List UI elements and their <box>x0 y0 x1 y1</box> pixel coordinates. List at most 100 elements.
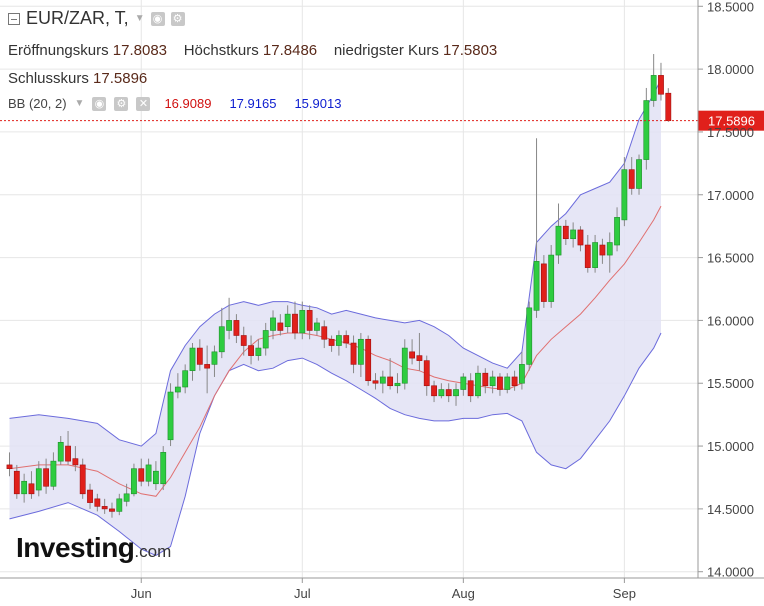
close-icon[interactable]: ✕ <box>136 96 151 111</box>
candle-down <box>584 244 591 268</box>
candle-down <box>292 313 298 334</box>
candle-down <box>87 489 93 503</box>
y-tick-label: 17.0000 <box>707 188 754 203</box>
candle-up <box>518 364 525 384</box>
candle-up <box>50 460 57 487</box>
investing-logo: Investing.com <box>16 532 171 564</box>
close-value: 17.5896 <box>93 70 148 87</box>
bb-middle-value: 16.9089 <box>164 96 212 111</box>
candle-down <box>431 385 437 397</box>
candle-down <box>79 464 86 495</box>
candle-up <box>555 225 562 256</box>
low-label: niedrigster Kurs <box>333 42 439 59</box>
candle-up <box>475 372 481 397</box>
candle-up <box>438 389 445 397</box>
candle-down <box>204 364 211 369</box>
candle-up <box>189 347 196 371</box>
candle-down <box>101 506 108 510</box>
candle-up <box>614 217 620 246</box>
candle-up <box>460 376 467 390</box>
candle-up <box>533 261 540 311</box>
bb-lower-value: 15.9013 <box>294 96 342 111</box>
candle-down <box>387 376 394 387</box>
logo-text: Investing <box>16 532 135 563</box>
ohl-row: Eröffnungskurs 17.8083 Höchstkurs 17.848… <box>8 42 497 59</box>
close-label: Schlusskurs <box>8 70 89 87</box>
x-tick-label: Aug <box>452 586 475 601</box>
candle-up <box>314 322 320 331</box>
candle-down <box>365 338 372 382</box>
candle-up <box>174 386 181 393</box>
high-value: 17.8486 <box>262 42 318 59</box>
candle-down <box>248 345 254 356</box>
candle-up <box>636 159 642 189</box>
bb-upper-value: 17.9165 <box>229 96 277 111</box>
candle-down <box>497 376 503 390</box>
candle-down <box>109 508 115 512</box>
chevron-down-icon[interactable]: ▼ <box>74 98 85 109</box>
low-value: 17.5803 <box>443 42 498 59</box>
candle-up <box>21 480 28 495</box>
y-tick-label: 16.5000 <box>707 251 754 266</box>
candle-down <box>138 468 145 482</box>
candle-up <box>116 498 123 512</box>
candle-up <box>160 452 167 485</box>
collapse-icon[interactable] <box>8 12 20 25</box>
bollinger-lower-line <box>9 332 662 556</box>
indicator-label: BB (20, 2) <box>8 96 67 111</box>
candle-down <box>409 351 415 359</box>
candle-down <box>540 263 547 302</box>
symbol-row: EUR/ZAR, T, ▼ ◉ ⚙ <box>8 8 185 29</box>
candle-down <box>306 310 313 331</box>
candle-up <box>218 326 225 353</box>
logo-suffix: .com <box>134 542 172 561</box>
candle-up <box>394 382 401 387</box>
candle-up <box>379 376 386 384</box>
candle-down <box>28 483 35 495</box>
open-label: Eröffnungskurs <box>8 42 109 59</box>
gear-icon[interactable]: ⚙ <box>114 96 129 111</box>
candle-down <box>233 320 240 336</box>
candle-down <box>628 169 635 189</box>
candle-up <box>526 307 533 365</box>
close-row: Schlusskurs 17.5896 <box>8 70 147 87</box>
candle-down <box>240 335 247 346</box>
candle-down <box>277 322 284 331</box>
candle-up <box>131 468 137 495</box>
candle-up <box>504 376 511 390</box>
eye-icon[interactable]: ◉ <box>150 11 165 26</box>
candle-up <box>123 493 130 502</box>
gear-icon[interactable]: ⚙ <box>170 11 185 26</box>
candle-up <box>592 242 598 268</box>
y-tick-label: 14.5000 <box>707 502 754 517</box>
candle-up <box>255 347 262 356</box>
candle-down <box>350 342 357 365</box>
open-value: 17.8083 <box>112 42 168 59</box>
candle-down <box>321 326 328 340</box>
y-tick-label: 17.5000 <box>707 125 754 140</box>
candle-up <box>226 320 232 331</box>
candle-up <box>606 242 613 256</box>
candle-down <box>658 75 664 95</box>
candle-up <box>453 389 459 397</box>
candle-down <box>343 335 350 344</box>
candle-up <box>548 254 555 302</box>
candle-up <box>167 391 174 441</box>
candle-up <box>643 100 650 160</box>
y-tick-label: 16.0000 <box>707 313 754 328</box>
candle-up <box>299 310 306 334</box>
candle-down <box>511 376 518 387</box>
eye-icon[interactable]: ◉ <box>92 96 107 111</box>
candle-up <box>357 338 364 365</box>
candle-up <box>57 441 64 462</box>
candle-up <box>284 313 291 327</box>
chevron-down-icon[interactable]: ▼ <box>134 13 145 24</box>
candle-up <box>153 470 159 485</box>
y-tick-label: 18.5000 <box>707 0 754 14</box>
candle-down <box>43 468 49 487</box>
candle-up <box>182 370 189 388</box>
candle-down <box>372 380 379 384</box>
x-tick-label: Sep <box>613 586 636 601</box>
y-tick-label: 14.0000 <box>707 565 754 580</box>
